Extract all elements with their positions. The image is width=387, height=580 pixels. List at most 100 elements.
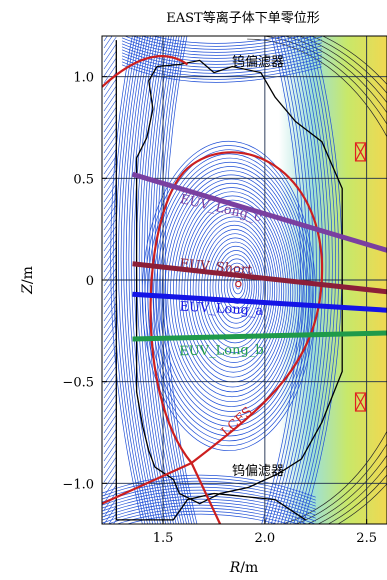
y-axis-label: Z/m	[20, 266, 36, 295]
hatch-stroke	[108, 512, 117, 524]
flux-surface	[212, 245, 260, 329]
flux-surface	[201, 229, 269, 349]
hatch-stroke	[104, 16, 116, 34]
upper-field-line	[121, 40, 322, 59]
hatch-stroke	[103, 484, 117, 504]
hatch-stroke	[103, 36, 108, 42]
divertor-field-line	[107, 507, 300, 524]
open-field-line	[286, 36, 327, 524]
y-tick-label: 1.0	[73, 71, 94, 86]
y-tick-label: −0.5	[62, 376, 94, 391]
outer-contour	[259, 36, 387, 524]
hatch-stroke	[103, 379, 117, 399]
hatch-stroke	[103, 337, 117, 357]
open-field-line	[146, 36, 180, 524]
hatch-stroke	[103, 463, 117, 483]
upper-field-line	[151, 36, 289, 44]
open-field-line	[299, 36, 340, 524]
divertor-field-line	[102, 474, 316, 498]
upper-field-line	[121, 64, 322, 83]
hatch-stroke	[103, 113, 117, 133]
hatch-stroke	[103, 302, 117, 322]
x-tick-label: 2.0	[255, 531, 276, 546]
open-field-line	[123, 36, 156, 524]
flux-surface	[223, 262, 251, 309]
line-of-sight-EUV_Long_b	[132, 330, 387, 342]
hatch-stroke	[103, 421, 117, 441]
x-tick-label: 2.5	[356, 531, 377, 546]
open-field-line	[154, 36, 187, 524]
upper-separatrix-arc	[102, 55, 189, 88]
hatch-stroke	[103, 225, 117, 245]
divertor-field-line	[102, 504, 308, 524]
hatch-stroke	[103, 407, 117, 427]
open-field-line	[120, 36, 154, 524]
sensor-box	[354, 392, 367, 412]
upper-field-line	[124, 36, 322, 53]
divertor-field-line	[102, 498, 316, 522]
hatch-stroke	[103, 57, 117, 77]
hatch-stroke	[103, 197, 117, 217]
hatch-stroke	[103, 211, 117, 231]
flux-surface	[172, 187, 291, 398]
hatch-stroke	[103, 64, 117, 84]
hatch-stroke	[103, 351, 117, 371]
divertor-field-line	[102, 501, 316, 524]
hatch-stroke	[103, 50, 117, 70]
hatch-stroke	[103, 316, 117, 336]
sensor-cross	[355, 142, 367, 162]
hatch-stroke	[103, 267, 117, 287]
los-label-EUV_Long_a: EUV_Long_a	[179, 300, 264, 319]
hatch-stroke	[103, 99, 117, 119]
hatch-stroke	[103, 414, 117, 434]
open-field-line	[290, 36, 330, 524]
divertor-field-line	[115, 510, 290, 524]
line-of-sight-EUV_Long_a	[132, 291, 387, 313]
hatch-stroke	[103, 498, 117, 518]
hatch-stroke	[103, 141, 117, 161]
hatch-stroke	[103, 428, 117, 448]
flux-surface	[221, 258, 253, 314]
line-of-sight-EUV_Long_c	[131, 171, 387, 253]
axis-ticks: 1.5 2.0 2.5 1.0 0.5 0 −0.5 −1.0	[62, 71, 377, 546]
open-field-line	[159, 36, 193, 524]
flux-surface	[187, 208, 280, 373]
separatrix	[102, 55, 324, 524]
flux-surface	[198, 224, 271, 354]
diagnostic-markers	[354, 142, 367, 412]
hatch-stroke	[103, 449, 117, 469]
hatch-stroke	[103, 85, 117, 105]
hatch-stroke	[103, 127, 117, 147]
separatrix-leg-outer	[190, 462, 222, 524]
flux-surface	[209, 241, 262, 334]
sensor-box	[354, 142, 367, 162]
first-wall	[135, 59, 343, 505]
hatch-stroke	[103, 393, 117, 413]
upper-field-line	[121, 61, 322, 80]
y-tick-label: 0.5	[73, 172, 94, 187]
upper-field-line	[121, 46, 322, 65]
hatch-stroke	[103, 456, 117, 476]
flux-surface	[175, 191, 289, 393]
open-field-line	[149, 36, 182, 524]
magnetic-axis-marker	[235, 280, 242, 288]
hatch-stroke	[103, 148, 117, 168]
open-field-line	[128, 36, 161, 524]
outer-contour	[247, 38, 387, 524]
separatrix-core	[149, 151, 324, 465]
los-label-EUV_Long_b: EUV_Long_b	[179, 343, 264, 359]
hatch-stroke	[103, 78, 117, 98]
hatch-stroke	[103, 477, 117, 497]
chart-title: EAST等离子体下单零位形	[166, 10, 319, 26]
hatch-stroke	[103, 120, 117, 140]
open-field-line	[144, 36, 177, 524]
hatch-stroke	[103, 106, 117, 126]
hatch-stroke	[103, 386, 117, 406]
open-field-line	[296, 36, 336, 524]
x-axis-label: R/m	[229, 560, 259, 576]
hatch-stroke	[103, 470, 117, 490]
hatch-stroke	[103, 43, 117, 63]
hatch-stroke	[103, 358, 117, 378]
hatch-stroke	[103, 183, 117, 203]
hatch-stroke	[103, 204, 117, 224]
